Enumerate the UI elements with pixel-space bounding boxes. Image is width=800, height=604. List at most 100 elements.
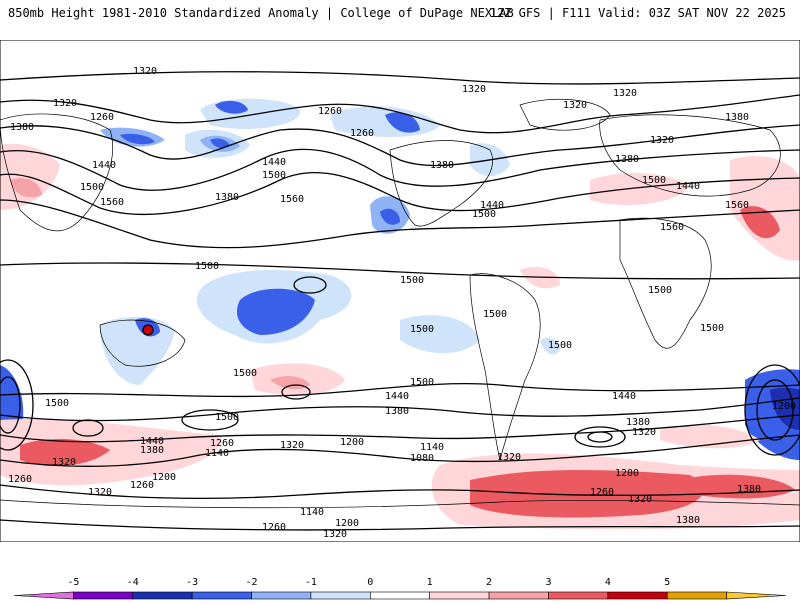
contour-labels: 1320 1320 1320 1320 1380 1260 1260 1260 … <box>8 66 796 540</box>
neg-anomaly-core <box>236 288 315 335</box>
neg-anomaly-core <box>215 100 248 114</box>
map-header: 850mb Height 1981-2010 Standardized Anom… <box>0 0 800 40</box>
colorbar-segment <box>488 591 549 600</box>
colorbar-segment <box>251 591 312 600</box>
map-area: 1320 1320 1320 1320 1380 1260 1260 1260 … <box>0 39 800 543</box>
colorbar-segment <box>726 591 787 600</box>
colorbar: -5 -4 -3 -2 -1 0 1 2 3 4 5 <box>0 566 800 600</box>
colorbar-tick-label: 3 <box>545 577 551 588</box>
valid-time: 12Z GFS | F111 Valid: 03Z SAT NOV 22 202… <box>489 6 786 20</box>
neg-anomaly-core <box>385 112 420 133</box>
contour-label: 1440 <box>676 181 700 192</box>
contour-label: 1320 <box>628 494 652 505</box>
contour-label: 1440 <box>612 391 636 402</box>
contour-label: 1560 <box>280 194 304 205</box>
colorbar-segment <box>13 591 74 600</box>
anomaly-map: 1320 1320 1320 1320 1380 1260 1260 1260 … <box>0 39 800 543</box>
contour-label: 1320 <box>323 529 347 540</box>
colorbar-tick-label: -4 <box>127 577 139 588</box>
colorbar-segment <box>666 591 727 600</box>
contour-label: 1200 <box>152 472 176 483</box>
contour-label: 1140 <box>420 442 444 453</box>
contour-label: 1380 <box>10 122 34 133</box>
anomaly-shading <box>0 98 800 530</box>
colorbar-tick-label: -3 <box>186 577 198 588</box>
contour-label: 1380 <box>626 417 650 428</box>
contour-label: 1080 <box>410 453 434 464</box>
neg-anomaly-area <box>400 315 480 354</box>
contour-label: 1140 <box>300 507 324 518</box>
contour-label: 1380 <box>140 445 164 456</box>
pos-anomaly-area <box>730 156 800 261</box>
contour-label: 1560 <box>725 200 749 211</box>
contour-label: 1440 <box>262 157 286 168</box>
contour-label: 1500 <box>483 309 507 320</box>
contour-label: 1500 <box>700 323 724 334</box>
contour-label: 1260 <box>350 128 374 139</box>
map-title: 850mb Height 1981-2010 Standardized Anom… <box>8 6 514 20</box>
colorbar-tick-label: 4 <box>605 577 611 588</box>
contour-label: 1200 <box>335 518 359 529</box>
contour-label: 1140 <box>205 448 229 459</box>
contour-label: 1500 <box>410 324 434 335</box>
contour-label: 1440 <box>140 436 164 447</box>
neg-anomaly-core <box>210 138 230 148</box>
colorbar-ticks: -5 -4 -3 -2 -1 0 1 2 3 4 5 <box>67 577 670 588</box>
contour-label: 1500 <box>45 398 69 409</box>
colorbar-tick-label: -1 <box>305 577 317 588</box>
neg-anomaly-core <box>120 133 155 145</box>
colorbar-segment <box>73 591 134 600</box>
contour-label: 1320 <box>88 487 112 498</box>
contour-label: 1260 <box>90 112 114 123</box>
contour-label: 1260 <box>590 487 614 498</box>
north-america-outline <box>389 140 493 227</box>
colorbar-tick-label: 1 <box>427 577 433 588</box>
contour-label: 1320 <box>53 98 77 109</box>
colorbar-segment <box>191 591 252 600</box>
contour-label: 1500 <box>410 377 434 388</box>
eurasia-outline <box>599 114 781 197</box>
height-contours <box>0 71 800 531</box>
contour-label: 1260 <box>318 106 342 117</box>
contour-label: 1380 <box>430 160 454 171</box>
africa-outline <box>619 217 712 349</box>
contour-label: 1320 <box>613 88 637 99</box>
contour-label: 1320 <box>280 440 304 451</box>
contour-label: 1500 <box>472 209 496 220</box>
contour-label: 1320 <box>632 427 656 438</box>
neg-anomaly-area <box>540 338 560 355</box>
colorbar-segment <box>429 591 490 600</box>
antarctica-outline <box>0 499 800 509</box>
pos-anomaly-area <box>740 206 780 239</box>
contour-label: 1320 <box>52 457 76 468</box>
pos-anomaly-area <box>680 474 795 499</box>
colorbar-segment <box>370 591 430 600</box>
australia-outline <box>99 319 186 367</box>
pos-anomaly-area <box>10 178 42 198</box>
contour-label: 1560 <box>660 222 684 233</box>
greenland-outline <box>519 98 611 131</box>
contour-label: 1380 <box>215 192 239 203</box>
contour-label: 1440 <box>385 391 409 402</box>
contour-label: 1320 <box>497 452 521 463</box>
contour-label: 1500 <box>648 285 672 296</box>
contour-label: 1380 <box>737 484 761 495</box>
contour-label: 1500 <box>642 175 666 186</box>
contour-label: 1560 <box>100 197 124 208</box>
colorbar-segment <box>548 591 609 600</box>
colorbar-segment <box>607 591 668 600</box>
pos-anomaly-area <box>470 470 704 518</box>
contour-label: 1500 <box>400 275 424 286</box>
contour-label: 1380 <box>385 406 409 417</box>
colorbar-tick-label: -2 <box>246 577 258 588</box>
contour-label: 1500 <box>548 340 572 351</box>
colorbar-segments <box>13 591 787 600</box>
contour-label: 1380 <box>615 154 639 165</box>
contour-label: 1260 <box>210 438 234 449</box>
contour-label: 1500 <box>233 368 257 379</box>
contour-label: 1380 <box>676 515 700 526</box>
contour-label: 1440 <box>480 200 504 211</box>
contour-label: 1500 <box>195 261 219 272</box>
pos-anomaly-area <box>20 438 110 466</box>
pos-anomaly-area <box>0 418 221 486</box>
